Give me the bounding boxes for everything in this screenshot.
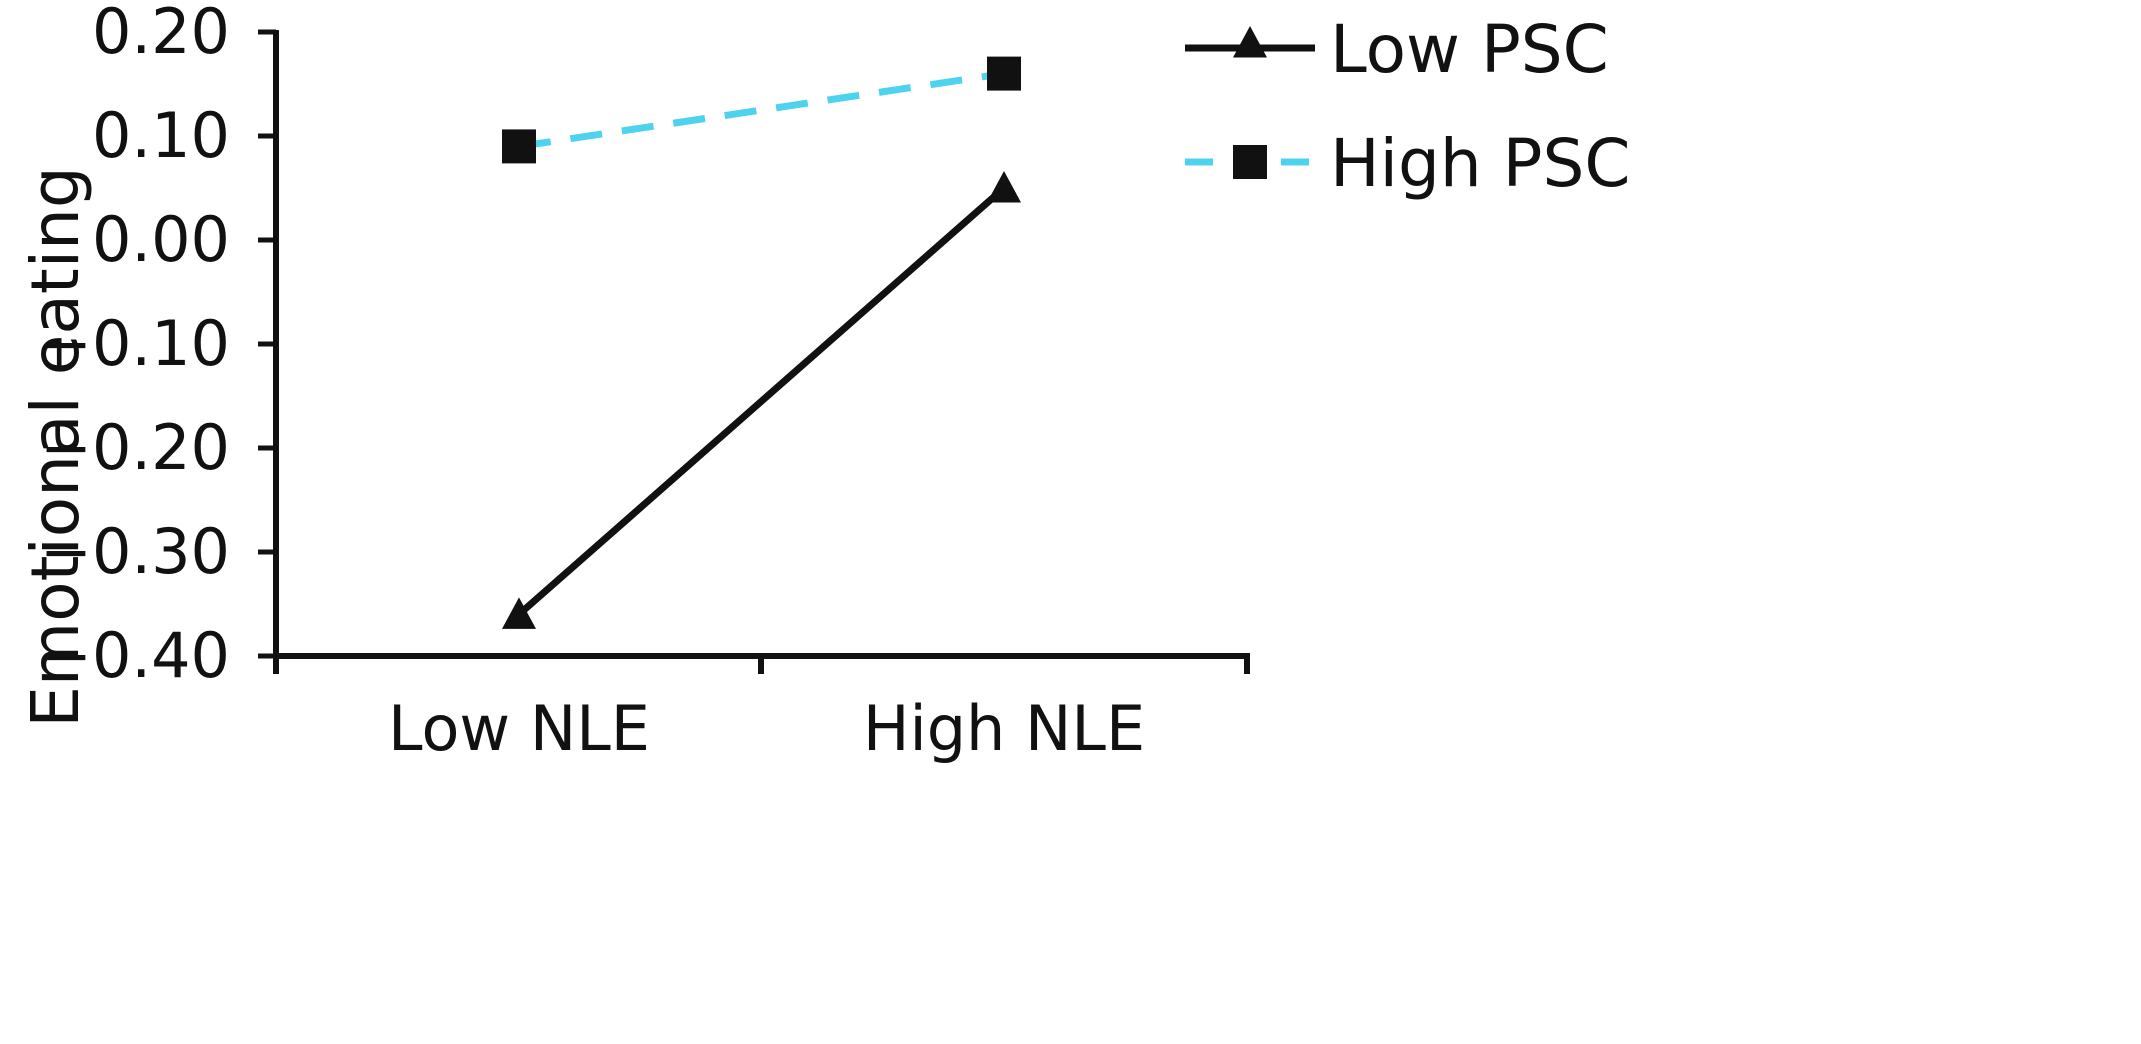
legend-label: High PSC	[1330, 125, 1630, 202]
y-tick-label: −0.30	[40, 515, 230, 588]
legend-marker-triangle	[1233, 26, 1267, 58]
x-tick-label: Low NLE	[388, 692, 650, 765]
data-point-square	[987, 56, 1021, 91]
series-line-low-psc	[516, 185, 1007, 618]
y-tick-label: 0.10	[92, 99, 230, 172]
data-point-triangle	[987, 171, 1021, 203]
y-tick-label: 0.20	[92, 0, 230, 68]
series-layer	[502, 56, 1021, 629]
axes-layer: 0.20 0.10 0.00 −0.10 −0.20 −0.30 −0.40 Low NLE H…	[40, 0, 1250, 765]
series-line-high-psc	[518, 70, 1005, 150]
y-tick-label: 0.00	[92, 203, 230, 276]
legend-marker-square	[1233, 145, 1267, 179]
legend: Low PSC High PSC	[1185, 11, 1630, 202]
legend-label: Low PSC	[1330, 11, 1609, 88]
y-tick-label: −0.10	[40, 307, 230, 380]
data-point-square	[502, 129, 536, 164]
x-tick-label: High NLE	[863, 692, 1145, 765]
y-tick-label: −0.20	[40, 411, 230, 484]
y-axis-title: Emotional eating	[17, 166, 94, 728]
y-tick-label: −0.40	[40, 619, 230, 692]
data-point-triangle	[502, 597, 536, 629]
